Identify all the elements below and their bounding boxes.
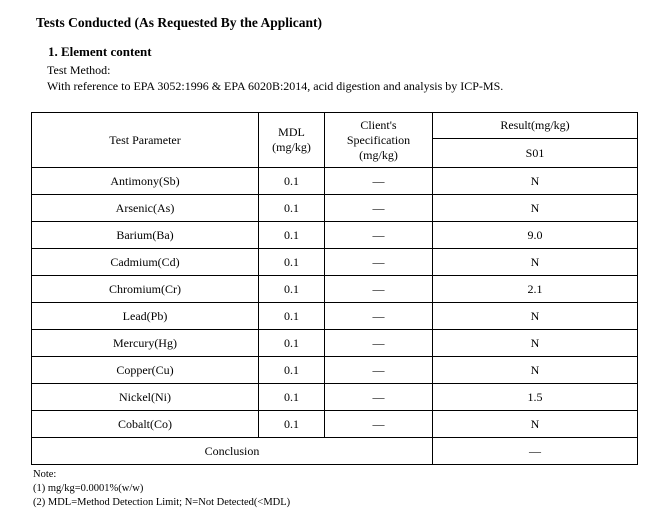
cell-parameter: Nickel(Ni) (31, 383, 259, 411)
table-row: Lead(Pb) 0.1 — N (31, 302, 638, 330)
conclusion-label: Conclusion (31, 437, 433, 465)
conclusion-result: — (432, 437, 638, 465)
table-header-row: Test Parameter MDL (mg/kg) Client's Spec… (31, 112, 638, 168)
results-table: Test Parameter MDL (mg/kg) Client's Spec… (31, 112, 638, 465)
cell-mdl: 0.1 (258, 248, 325, 276)
cell-mdl: 0.1 (258, 221, 325, 249)
header-sample-id: S01 (432, 138, 638, 168)
test-method-label: Test Method: (47, 63, 111, 77)
notes-block: Note: (1) mg/kg=0.0001%(w/w) (2) MDL=Met… (33, 468, 663, 510)
page-title: Tests Conducted (As Requested By the App… (36, 15, 323, 30)
cell-parameter: Mercury(Hg) (31, 329, 259, 357)
cell-parameter: Copper(Cu) (31, 356, 259, 384)
table-row: Antimony(Sb) 0.1 — N (31, 167, 638, 195)
cell-parameter: Antimony(Sb) (31, 167, 259, 195)
table-row: Barium(Ba) 0.1 — 9.0 (31, 221, 638, 249)
cell-result: 9.0 (432, 221, 638, 249)
note-label: Note: (33, 469, 57, 480)
cell-mdl: 0.1 (258, 329, 325, 357)
cell-result: N (432, 248, 638, 276)
table-row: Mercury(Hg) 0.1 — N (31, 329, 638, 357)
cell-client-spec: — (324, 221, 433, 249)
cell-client-spec: — (324, 167, 433, 195)
cell-result: N (432, 194, 638, 222)
section-heading: 1. Element content (48, 44, 152, 59)
cell-parameter: Chromium(Cr) (31, 275, 259, 303)
cell-parameter: Cobalt(Co) (31, 410, 259, 438)
cell-parameter: Arsenic(As) (31, 194, 259, 222)
cell-client-spec: — (324, 248, 433, 276)
cell-result: N (432, 356, 638, 384)
cell-parameter: Cadmium(Cd) (31, 248, 259, 276)
table-row: Cobalt(Co) 0.1 — N (31, 410, 638, 438)
header-mdl: MDL (mg/kg) (258, 112, 325, 168)
cell-mdl: 0.1 (258, 410, 325, 438)
header-result: Result(mg/kg) (432, 112, 638, 139)
table-row: Nickel(Ni) 0.1 — 1.5 (31, 383, 638, 411)
cell-client-spec: — (324, 194, 433, 222)
table-row: Arsenic(As) 0.1 — N (31, 194, 638, 222)
cell-mdl: 0.1 (258, 167, 325, 195)
cell-mdl: 0.1 (258, 383, 325, 411)
header-client-specification: Client's Specification (mg/kg) (324, 112, 433, 168)
conclusion-row: Conclusion — (31, 437, 638, 465)
table-subheader-row: S01 (32, 138, 638, 168)
cell-client-spec: — (324, 383, 433, 411)
cell-parameter: Barium(Ba) (31, 221, 259, 249)
cell-mdl: 0.1 (258, 194, 325, 222)
cell-client-spec: — (324, 275, 433, 303)
table-row: Cadmium(Cd) 0.1 — N (31, 248, 638, 276)
cell-result: N (432, 410, 638, 438)
test-method-text: With reference to EPA 3052:1996 & EPA 60… (47, 79, 504, 93)
cell-client-spec: — (324, 329, 433, 357)
note-item: (1) mg/kg=0.0001%(w/w) (33, 483, 144, 494)
cell-parameter: Lead(Pb) (31, 302, 259, 330)
cell-client-spec: — (324, 302, 433, 330)
cell-result: N (432, 329, 638, 357)
cell-result: 2.1 (432, 275, 638, 303)
cell-mdl: 0.1 (258, 302, 325, 330)
cell-client-spec: — (324, 410, 433, 438)
cell-result: N (432, 302, 638, 330)
table-row: Copper(Cu) 0.1 — N (31, 356, 638, 384)
cell-mdl: 0.1 (258, 275, 325, 303)
cell-mdl: 0.1 (258, 356, 325, 384)
table-row: Chromium(Cr) 0.1 — 2.1 (31, 275, 638, 303)
header-test-parameter: Test Parameter (31, 112, 259, 168)
cell-result: 1.5 (432, 383, 638, 411)
cell-client-spec: — (324, 356, 433, 384)
cell-result: N (432, 167, 638, 195)
note-item: (2) MDL=Method Detection Limit; N=Not De… (33, 497, 291, 508)
